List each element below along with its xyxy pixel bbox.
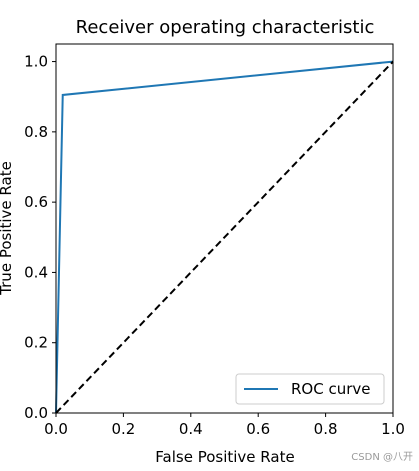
- watermark: CSDN @八开: [351, 452, 413, 463]
- x-tick-label: 0.8: [314, 420, 338, 438]
- x-tick-label: 0.4: [179, 420, 203, 438]
- y-tick-label: 0.0: [24, 404, 48, 422]
- x-axis-label: False Positive Rate: [155, 448, 294, 466]
- y-tick-label: 1.0: [24, 53, 48, 71]
- y-axis: 0.0 0.2 0.4 0.6 0.8 1.0: [24, 53, 56, 422]
- diagonal-reference-line: [55, 60, 394, 414]
- plot-frame: [55, 43, 394, 414]
- y-axis-label: True Positive Rate: [0, 161, 15, 296]
- chart-title: Receiver operating characteristic: [76, 17, 375, 38]
- y-tick-label: 0.6: [24, 193, 48, 211]
- plot-area: [55, 60, 394, 414]
- y-tick-label: 0.2: [24, 334, 48, 352]
- legend-box: [235, 373, 385, 405]
- x-tick-label: 0.2: [111, 420, 135, 438]
- x-axis: 0.0 0.2 0.4 0.6 0.8 1.0: [44, 413, 405, 438]
- y-tick-label: 0.8: [24, 123, 48, 141]
- roc-curve-line: [55, 60, 394, 414]
- legend-label-roc: ROC curve: [291, 380, 371, 398]
- x-tick-label: 0.6: [246, 420, 270, 438]
- x-tick-label: 1.0: [381, 420, 405, 438]
- y-tick-label: 0.4: [24, 263, 48, 281]
- x-tick-label: 0.0: [44, 420, 68, 438]
- legend: ROC curve: [235, 373, 385, 405]
